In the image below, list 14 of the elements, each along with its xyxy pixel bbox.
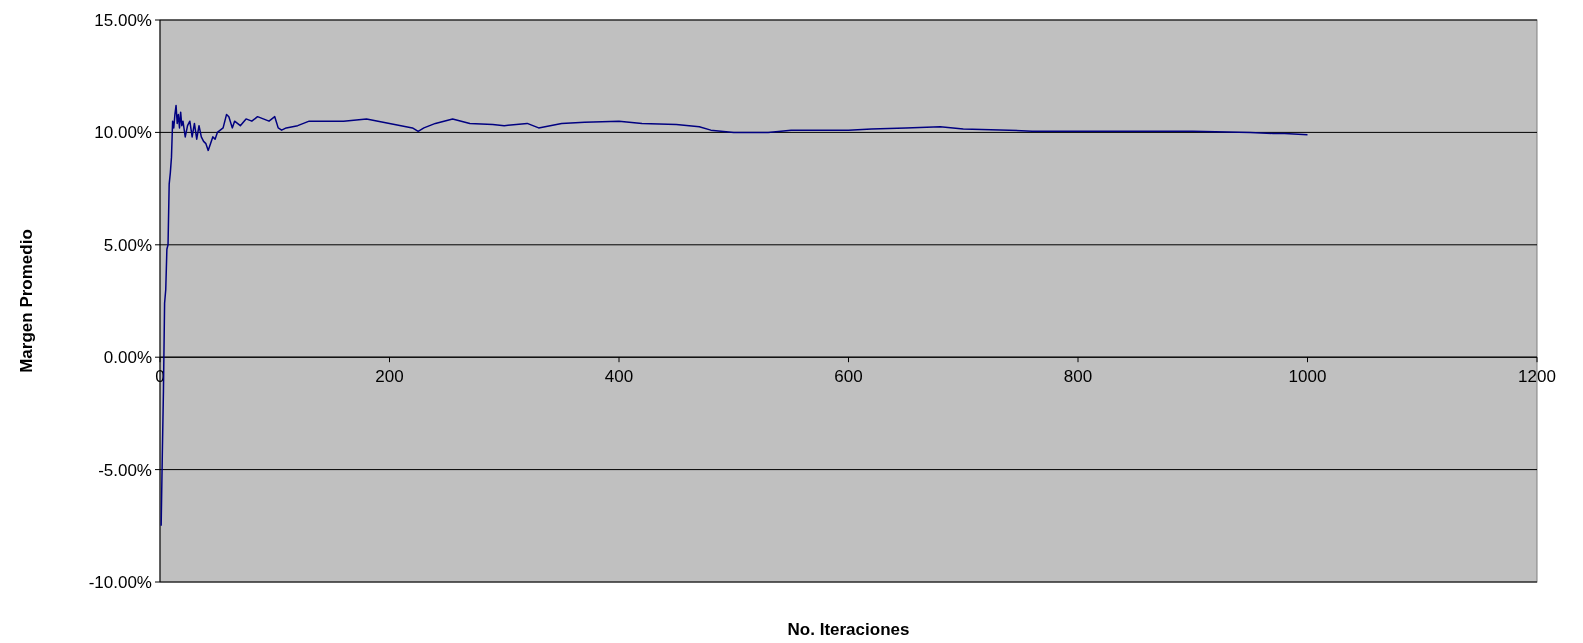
y-tick-label: 0.00% [103,348,152,368]
y-tick-label: 5.00% [103,235,152,255]
x-tick-label: 400 [604,367,634,387]
x-tick-label: 1200 [1518,367,1556,387]
x-tick-label: 200 [375,367,404,387]
y-axis-title: Margen Promedio [17,229,36,373]
x-tick-label: 1000 [1288,367,1327,387]
y-tick-label: -10.00% [88,572,152,592]
x-tick-label: 600 [834,367,863,387]
y-tick-label: -5.00% [98,460,152,480]
y-tick-label: 15.00% [94,10,152,30]
x-axis-title: No. Iteraciones [787,620,910,639]
y-tick-label: 10.00% [94,123,152,143]
x-tick-label: 800 [1063,367,1093,387]
